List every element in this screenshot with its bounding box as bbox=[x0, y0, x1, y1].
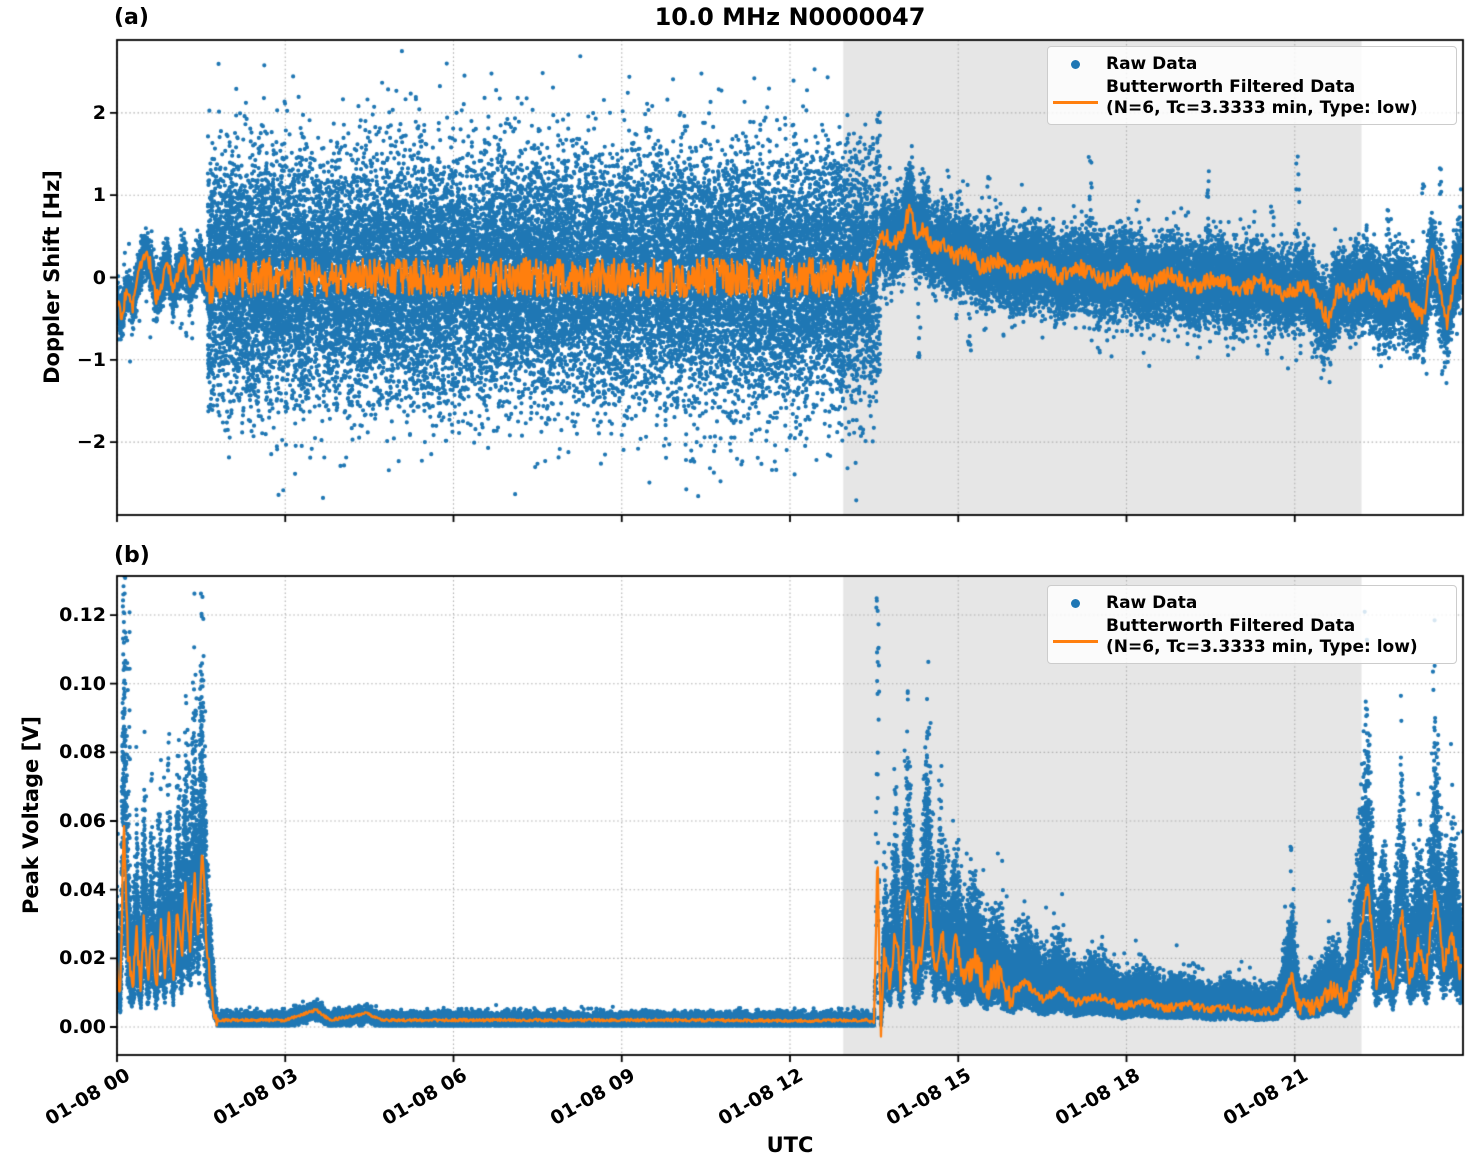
panel-b-y-tick-label: 0.06 bbox=[59, 810, 106, 833]
panel-b-y-tick-label: 0.10 bbox=[59, 672, 106, 695]
legend-raw-label: Raw Data bbox=[1106, 54, 1198, 74]
panel-a-y-tick-label: 2 bbox=[92, 101, 106, 124]
legend-filtered-line2: (N=6, Tc=3.3333 min, Type: low) bbox=[1106, 98, 1418, 118]
legend-panel-a: Raw Data Butterworth Filtered Data (N=6, … bbox=[1047, 46, 1457, 125]
panel-a-label: (a) bbox=[114, 5, 149, 30]
panel-a-y-tick-label: −1 bbox=[76, 348, 106, 371]
legend-filtered-label: Butterworth Filtered Data (N=6, Tc=3.3333… bbox=[1106, 77, 1418, 119]
panel-b-y-tick-label: 0.02 bbox=[59, 947, 106, 970]
panel-b-label: (b) bbox=[114, 543, 150, 568]
x-axis-label: UTC bbox=[766, 1133, 814, 1157]
filtered-data-marker-icon bbox=[1053, 640, 1098, 643]
panel-a-y-tick-label: −2 bbox=[76, 431, 106, 454]
panel-a-y-tick-label: 0 bbox=[92, 266, 106, 289]
panel-b-y-tick-label: 0.04 bbox=[59, 878, 106, 901]
legend-raw-label: Raw Data bbox=[1106, 593, 1198, 613]
legend-panel-b: Raw Data Butterworth Filtered Data (N=6, … bbox=[1047, 585, 1457, 664]
raw-data-marker-icon bbox=[1071, 60, 1080, 69]
legend-filtered-label: Butterworth Filtered Data (N=6, Tc=3.3333… bbox=[1106, 616, 1418, 658]
legend-filtered-line2: (N=6, Tc=3.3333 min, Type: low) bbox=[1106, 637, 1418, 657]
panel-a-y-tick-label: 1 bbox=[92, 184, 106, 207]
panel-b-y-tick-label: 0.08 bbox=[59, 741, 106, 764]
legend-filtered-line1: Butterworth Filtered Data bbox=[1106, 77, 1356, 97]
figure-title: 10.0 MHz N0000047 bbox=[654, 3, 926, 31]
panel-a-y-axis-label: Doppler Shift [Hz] bbox=[40, 170, 64, 384]
filtered-data-marker-icon bbox=[1053, 101, 1098, 104]
panel-b-y-tick-label: 0.12 bbox=[59, 604, 106, 627]
panel-b-y-tick-label: 0.00 bbox=[59, 1016, 106, 1038]
legend-filtered-line1: Butterworth Filtered Data bbox=[1106, 616, 1356, 636]
panel-b-y-axis-label: Peak Voltage [V] bbox=[19, 715, 43, 915]
raw-data-marker-icon bbox=[1071, 599, 1080, 608]
